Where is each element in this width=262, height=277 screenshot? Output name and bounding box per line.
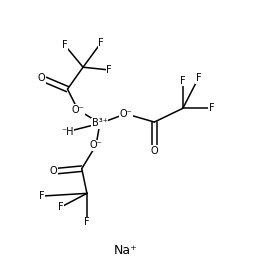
Text: F: F [84, 217, 90, 227]
Text: O: O [150, 146, 158, 156]
Text: F: F [98, 37, 104, 48]
Text: O: O [38, 73, 45, 83]
Text: F: F [180, 76, 186, 86]
Text: O: O [50, 166, 57, 176]
Text: B³⁺: B³⁺ [92, 119, 108, 129]
Text: Na⁺: Na⁺ [114, 244, 138, 257]
Text: O⁻: O⁻ [72, 105, 84, 115]
Text: F: F [196, 73, 201, 83]
Text: F: F [39, 191, 44, 201]
Text: F: F [106, 65, 112, 75]
Text: O⁻: O⁻ [119, 109, 132, 119]
Text: O⁻: O⁻ [90, 140, 102, 150]
Text: F: F [209, 103, 214, 113]
Text: F: F [58, 202, 64, 212]
Text: F: F [62, 40, 68, 50]
Text: ⁻H: ⁻H [61, 127, 74, 137]
